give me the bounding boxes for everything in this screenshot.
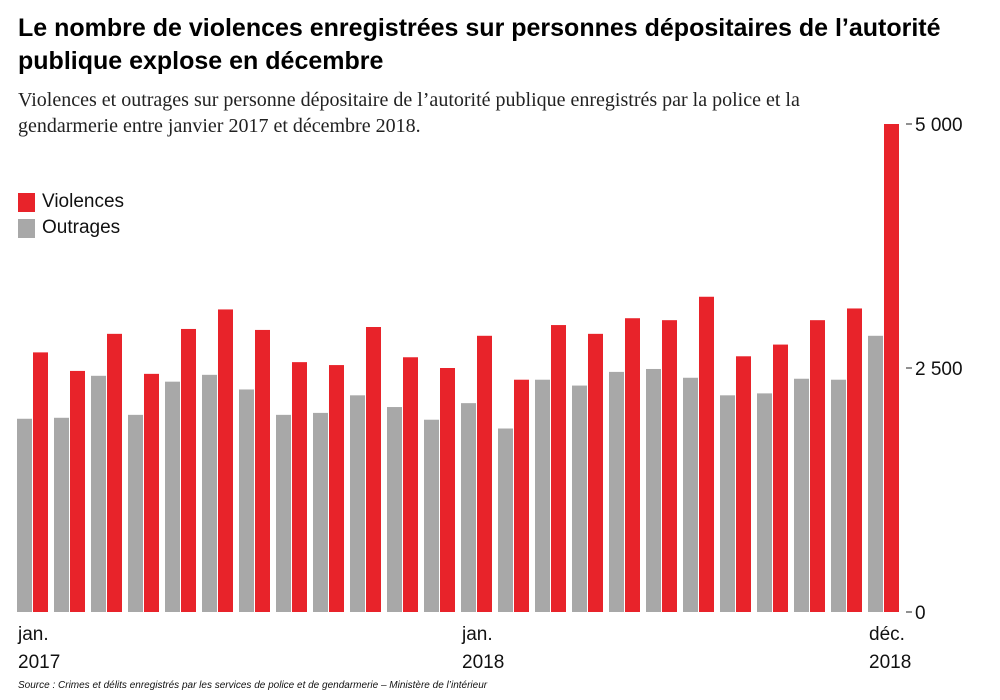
y-tick-label: 2 500	[915, 359, 963, 380]
bar-outrages-2017-04	[128, 414, 143, 612]
bar-outrages-2018-09	[757, 393, 772, 612]
bar-outrages-2018-10	[794, 378, 809, 612]
bar-outrages-2017-09	[313, 412, 328, 612]
bar-outrages-2017-07	[239, 389, 254, 612]
y-tick-label: 5 000	[915, 115, 963, 136]
chart-subtitle: Violences et outrages sur personne dépos…	[18, 89, 800, 137]
bar-violences-2018-12	[884, 124, 899, 612]
bar-outrages-2018-07	[683, 377, 698, 612]
bar-violences-2017-07	[255, 329, 270, 612]
legend-swatch-outrages	[18, 218, 35, 238]
legend-swatch-violences	[18, 192, 35, 212]
bar-violences-2017-08	[292, 362, 307, 612]
bar-violences-2017-01	[33, 352, 48, 612]
x-tick-label-month: jan.	[17, 624, 49, 645]
bar-violences-2017-11	[403, 357, 418, 612]
bar-outrages-2017-03	[91, 375, 106, 612]
bar-outrages-2018-04	[572, 385, 587, 612]
bar-violences-2018-06	[662, 320, 677, 612]
x-tick-label-month: déc.	[869, 624, 905, 645]
bar-violences-2017-12	[440, 368, 455, 612]
chart-title: Le nombre de violences enregistrées sur …	[18, 14, 941, 75]
bar-outrages-2017-02	[54, 417, 69, 612]
bar-violences-2018-05	[625, 318, 640, 612]
x-tick-label-year: 2018	[869, 652, 911, 673]
bar-violences-2018-09	[773, 344, 788, 612]
bar-outrages-2017-01	[17, 418, 32, 612]
bar-violences-2017-02	[70, 370, 85, 612]
bar-violences-2018-01	[477, 335, 492, 612]
bar-violences-2017-03	[107, 333, 122, 612]
bar-outrages-2018-01	[461, 403, 476, 612]
legend-item-outrages: Outrages	[18, 215, 124, 241]
bar-outrages-2018-08	[720, 395, 735, 612]
legend: Violences Outrages	[18, 189, 124, 241]
bar-outrages-2018-11	[831, 379, 846, 612]
x-tick-label-year: 2018	[462, 652, 504, 673]
y-tick-label: 0	[915, 603, 926, 624]
bar-outrages-2017-06	[202, 374, 217, 612]
bar-violences-2018-03	[551, 325, 566, 612]
bar-violences-2017-05	[181, 328, 196, 612]
bar-violences-2018-02	[514, 379, 529, 612]
x-tick-label-month: jan.	[461, 624, 493, 645]
bar-violences-2018-10	[810, 320, 825, 612]
bar-outrages-2018-03	[535, 379, 550, 612]
bar-violences-2017-09	[329, 365, 344, 612]
legend-label-outrages: Outrages	[42, 217, 121, 238]
bar-violences-2018-04	[588, 333, 603, 612]
legend-item-violences: Violences	[18, 189, 124, 215]
bar-violences-2017-04	[144, 373, 159, 612]
bar-violences-2018-08	[736, 356, 751, 612]
legend-label-violences: Violences	[42, 191, 125, 212]
bar-violences-2018-11	[847, 308, 862, 612]
bar-outrages-2018-02	[498, 428, 513, 612]
bar-violences-2018-07	[699, 296, 714, 612]
bar-outrages-2017-08	[276, 414, 291, 612]
bar-violences-2017-10	[366, 327, 381, 612]
bar-outrages-2018-05	[609, 371, 624, 612]
bar-outrages-2017-12	[424, 419, 439, 612]
bar-outrages-2017-10	[350, 395, 365, 612]
source-note: Source : Crimes et délits enregistrés pa…	[18, 680, 488, 691]
bar-outrages-2017-05	[165, 381, 180, 612]
bar-outrages-2017-11	[387, 407, 402, 612]
bar-outrages-2018-12	[868, 335, 883, 612]
bar-violences-2017-06	[218, 309, 233, 612]
x-tick-label-year: 2017	[18, 652, 60, 673]
bar-outrages-2018-06	[646, 368, 661, 612]
